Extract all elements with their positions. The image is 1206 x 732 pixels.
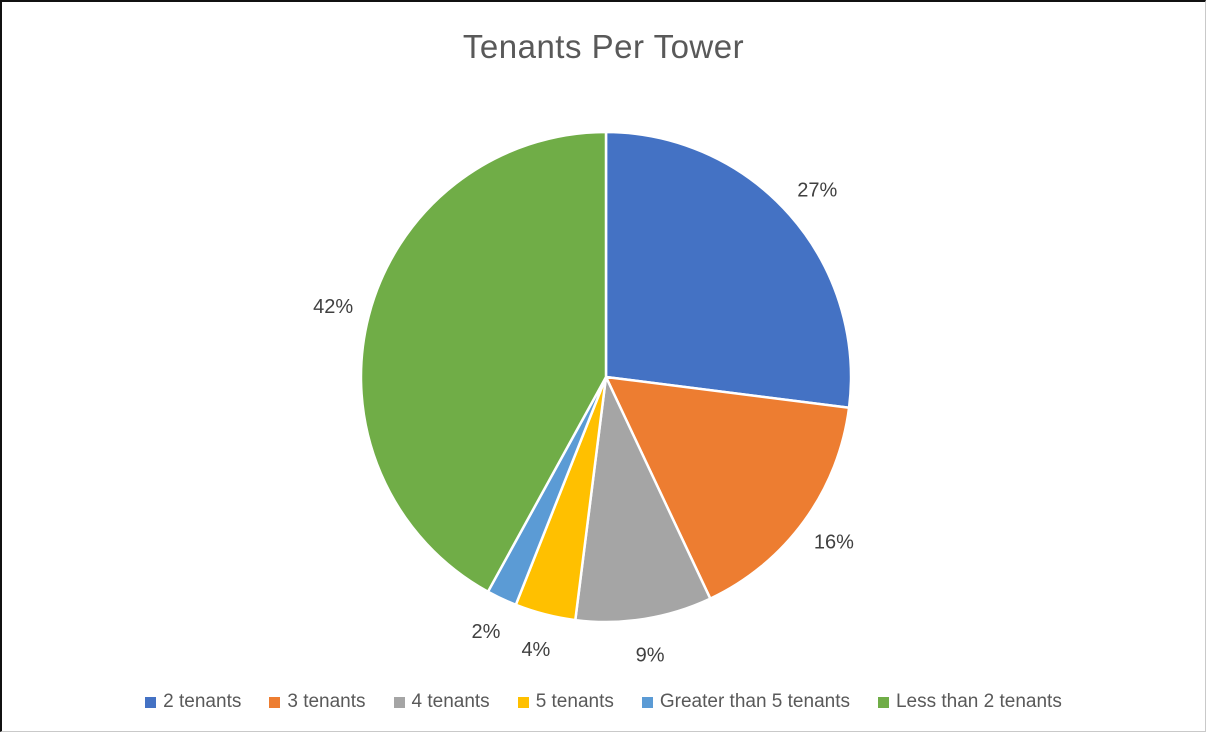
- slice-percent-label-4-tenants: 9%: [636, 644, 665, 666]
- slice-percent-label-2-tenants: 27%: [797, 180, 837, 202]
- legend-swatch-5-tenants: [517, 696, 529, 708]
- chart-title: Tenants Per Tower: [462, 28, 745, 65]
- legend-item-2-tenants[interactable]: 2 tenants: [145, 690, 241, 714]
- legend-label: Less than 2 tenants: [895, 691, 1062, 712]
- slice-percent-label-5-tenants: 4%: [521, 639, 550, 661]
- legend-label: 5 tenants: [535, 691, 614, 712]
- legend-swatch-2-tenants: [145, 696, 157, 708]
- legend-item-5-tenants[interactable]: 5 tenants: [517, 690, 614, 714]
- legend-item-greater-than-5-tenants[interactable]: Greater than 5 tenants: [641, 690, 850, 714]
- pie-slice-3-tenants[interactable]: [604, 375, 851, 600]
- legend-swatch-3-tenants: [269, 696, 281, 708]
- legend-item-less-than-2-tenants[interactable]: Less than 2 tenants: [877, 690, 1062, 714]
- legend-swatch-4-tenants: [393, 696, 405, 708]
- slice-percent-label-less-than-2-tenants: 42%: [313, 296, 353, 318]
- legend-item-4-tenants[interactable]: 4 tenants: [393, 690, 490, 714]
- legend-swatch-less-than-2-tenants: [877, 696, 889, 708]
- slice-percent-label-greater-than-5-tenants: 2%: [472, 621, 501, 643]
- legend-swatch-greater-than-5-tenants: [641, 696, 653, 708]
- legend-label: 4 tenants: [411, 691, 490, 712]
- legend-label: Greater than 5 tenants: [659, 691, 850, 712]
- legend: 2 tenants 3 tenants 4 tenants 5 tenants Grea…: [2, 690, 1205, 714]
- pie-slice-2-tenants[interactable]: [604, 130, 853, 409]
- slice-percent-label-3-tenants: 16%: [814, 532, 854, 554]
- legend-item-3-tenants[interactable]: 3 tenants: [269, 690, 366, 714]
- legend-label: 2 tenants: [163, 691, 242, 712]
- pie-slice-4-tenants[interactable]: [574, 375, 712, 624]
- legend-label: 3 tenants: [287, 691, 366, 712]
- pie-slice-less-than-2-tenants[interactable]: [359, 130, 608, 593]
